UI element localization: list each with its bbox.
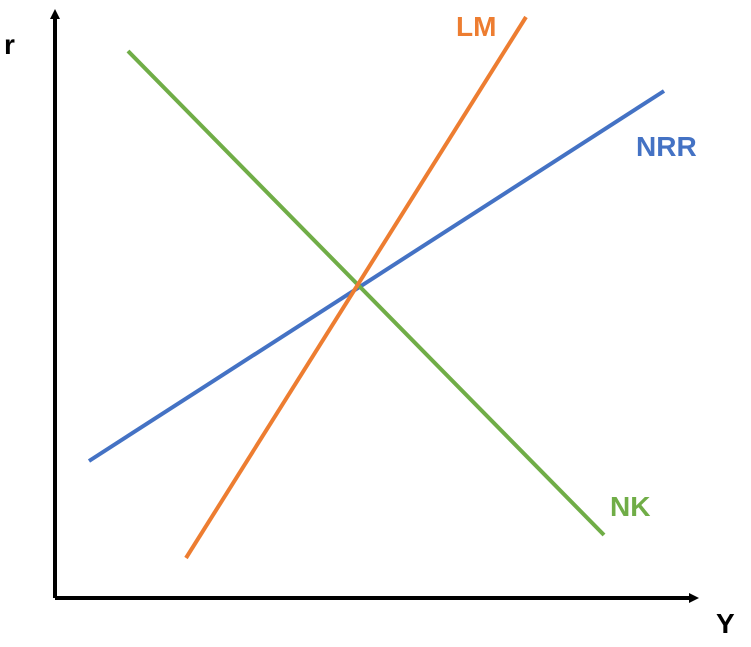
y-axis-label: r <box>4 29 15 60</box>
x-axis-label: Y <box>716 608 735 639</box>
lm-label: LM <box>456 11 496 42</box>
nk-label: NK <box>610 491 650 522</box>
nrr-label: NRR <box>636 131 697 162</box>
nrr-curve <box>87 89 666 463</box>
lm-curve <box>184 15 528 560</box>
nk-curve <box>126 49 606 537</box>
